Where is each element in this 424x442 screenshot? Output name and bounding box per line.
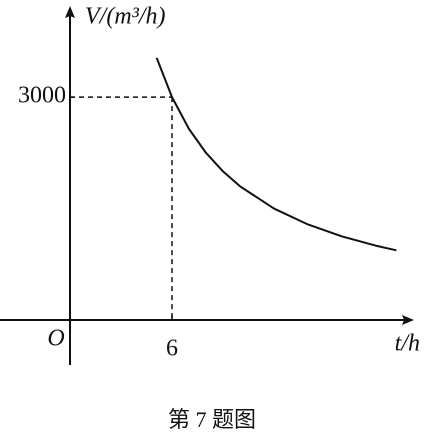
x-arrow: [402, 315, 414, 325]
curve: [155, 57, 397, 252]
y-arrow: [65, 6, 75, 18]
origin-label: O: [47, 326, 64, 352]
caption: 第 7 题图: [168, 407, 256, 432]
y-tick-label: 3000: [18, 83, 66, 109]
x-tick-label: 6: [166, 336, 178, 362]
x-axis-label: t/h: [395, 331, 420, 357]
y-axis-label: V/(m³/h): [85, 4, 166, 30]
